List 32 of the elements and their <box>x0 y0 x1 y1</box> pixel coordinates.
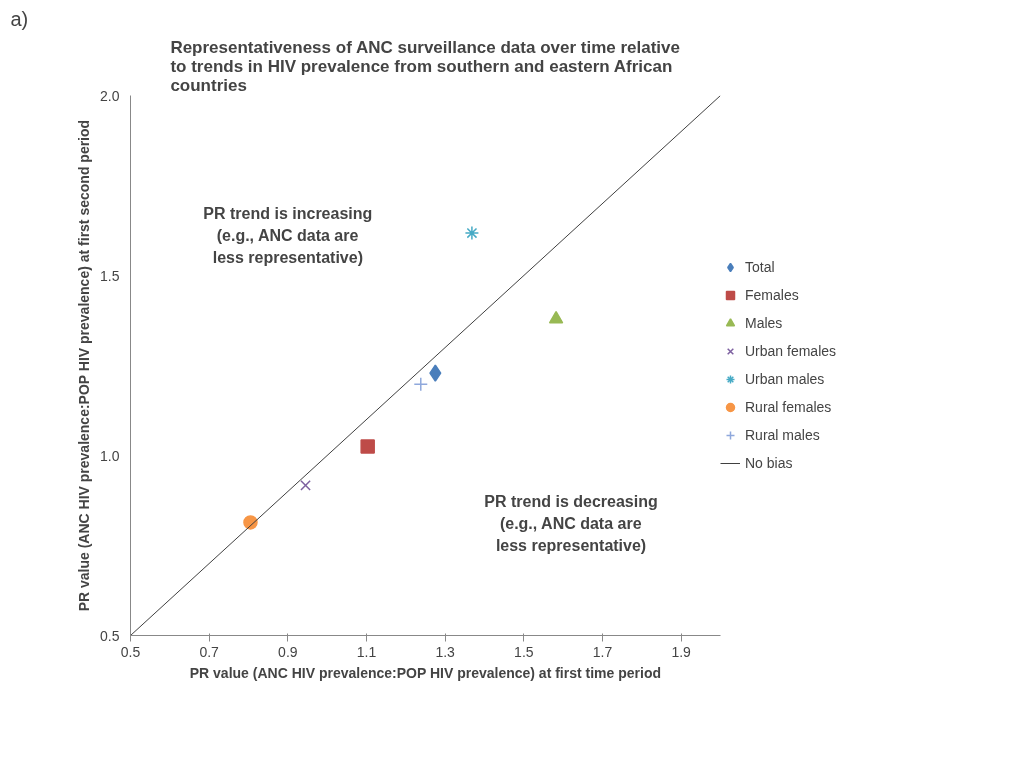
y-tick-label: 1.5 <box>100 267 120 284</box>
x-tick-label: 0.7 <box>199 643 220 660</box>
legend-label: Rural females <box>745 399 832 415</box>
legend-label: Rural males <box>745 427 820 443</box>
x-axis-title: PR value (ANC HIV prevalence:POP HIV prevalence) at first time period <box>189 664 661 681</box>
x-tick-label: 1.7 <box>592 643 613 660</box>
legend-label: No bias <box>745 455 793 471</box>
legend-label: Total <box>745 259 775 275</box>
annotation: PR trend is decreasing (e.g., ANC data are less representative) <box>484 492 658 554</box>
y-tick-label: 1.0 <box>100 447 120 464</box>
y-tick-label: 0.5 <box>100 627 120 644</box>
x-tick-label: 1.1 <box>356 643 377 660</box>
y-axis-title: PR value (ANC HIV prevalence:POP HIV prevalence) at first second period <box>76 119 93 612</box>
legend-label: Urban females <box>745 343 837 359</box>
legend-label: Females <box>745 287 799 303</box>
x-tick-label: 0.5 <box>120 643 141 660</box>
point <box>548 310 564 324</box>
point <box>360 439 375 454</box>
x-tick-label: 1.9 <box>671 643 692 660</box>
x-tick-label: 1.5 <box>514 643 534 660</box>
point <box>413 376 429 392</box>
text: a) <box>10 7 29 30</box>
x-tick-label: 1.3 <box>435 643 456 660</box>
y-tick-label: 2.0 <box>100 87 120 104</box>
legend-label: Urban males <box>745 371 825 387</box>
legend-label: Males <box>745 315 783 331</box>
point <box>300 480 311 491</box>
annotation: PR trend is increasing (e.g., ANC data are less representative) <box>203 204 373 266</box>
x-tick-label: 0.9 <box>278 643 298 660</box>
point <box>429 364 442 382</box>
point <box>464 225 480 241</box>
chart-title: Representativeness of ANC surveillance data over time relative to trends in HIV prevalence from southern and eastern African countries <box>170 37 680 95</box>
